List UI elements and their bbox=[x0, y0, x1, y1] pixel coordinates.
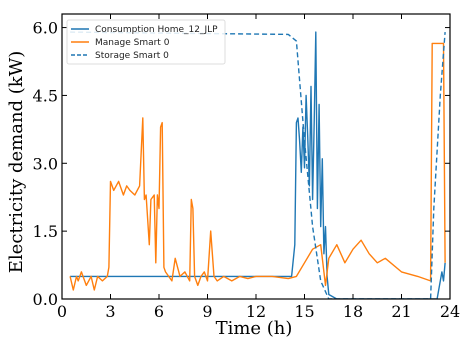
legend: Consumption Home_12_JLP Manage Smart 0 Sto… bbox=[66, 19, 226, 65]
y-tick-label: 0.0 bbox=[33, 290, 58, 309]
x-tick-label: 0 bbox=[57, 302, 67, 321]
x-tick-label: 3 bbox=[105, 302, 115, 321]
x-tick-label: 18 bbox=[343, 302, 363, 321]
plot-area bbox=[69, 31, 446, 299]
x-tick-label: 15 bbox=[294, 302, 314, 321]
y-tick-label: 1.5 bbox=[33, 222, 58, 241]
x-tick-label: 6 bbox=[154, 302, 164, 321]
axes: 0 3 6 9 12 15 18 21 24 0.0 1.5 3.0 4.5 6.0 bbox=[33, 13, 460, 321]
y-axis-title: Electricity demand (kW) bbox=[6, 51, 27, 273]
series-line-0 bbox=[70, 31, 446, 299]
legend-entry-label: Storage Smart 0 bbox=[95, 51, 169, 61]
series-line-1 bbox=[69, 42, 446, 291]
x-axis-title: Time (h) bbox=[216, 318, 293, 339]
x-tick-label: 12 bbox=[246, 302, 266, 321]
x-tick-label: 24 bbox=[440, 302, 460, 321]
x-tick-label: 9 bbox=[202, 302, 212, 321]
legend-box bbox=[66, 19, 226, 65]
x-tick-label: 21 bbox=[391, 302, 411, 321]
legend-entry-label: Manage Smart 0 bbox=[95, 38, 170, 48]
y-tick-label: 4.5 bbox=[33, 86, 58, 105]
y-tick-label: 3.0 bbox=[33, 154, 58, 173]
y-tick-label: 6.0 bbox=[33, 19, 58, 38]
series-line-2 bbox=[70, 31, 446, 299]
legend-entry-label: Consumption Home_12_JLP bbox=[95, 25, 218, 35]
